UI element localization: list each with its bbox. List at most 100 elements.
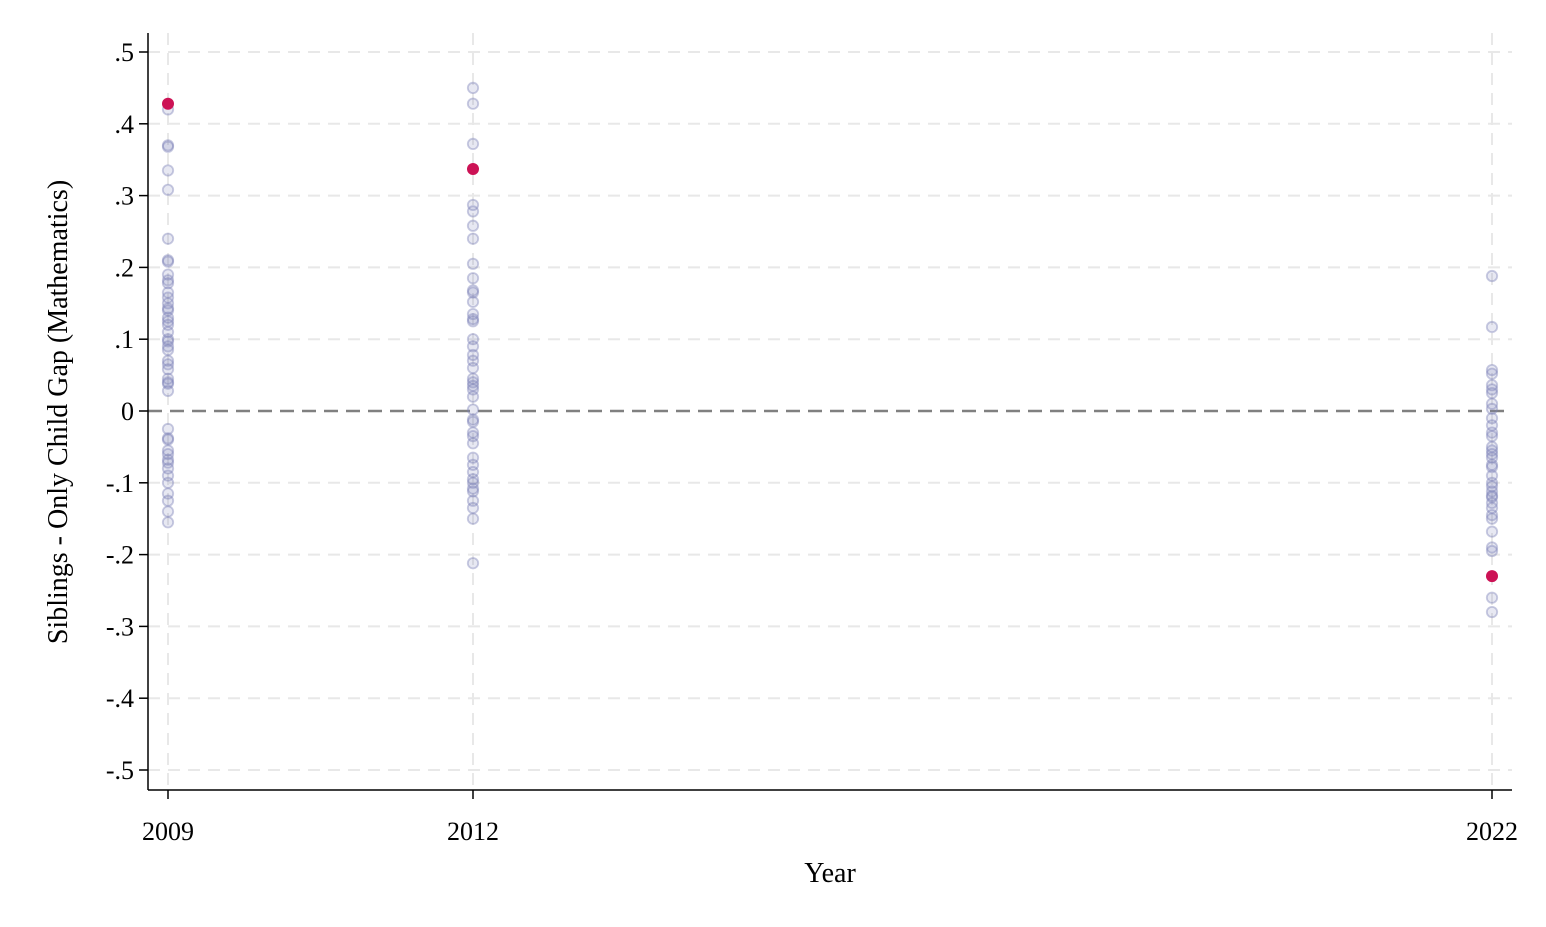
data-point <box>161 432 175 445</box>
data-point <box>466 379 480 392</box>
data-point <box>1485 402 1499 415</box>
data-point <box>466 198 480 212</box>
data-point <box>466 482 480 495</box>
data-point <box>1485 363 1499 377</box>
data-point <box>161 304 175 317</box>
highlight-point <box>1486 570 1498 583</box>
data-point <box>161 422 175 436</box>
data-point <box>466 494 480 507</box>
y-tick-label: .4 <box>115 110 135 139</box>
highlight-point <box>162 97 174 110</box>
x-tick-label: 2009 <box>142 817 194 846</box>
data-point <box>1485 469 1499 482</box>
data-point <box>1485 512 1499 525</box>
highlight-point <box>467 163 479 176</box>
data-point <box>161 315 175 328</box>
y-axis-title: Siblings - Only Child Gap (Mathematics) <box>43 180 74 644</box>
data-point <box>161 325 175 339</box>
data-point <box>161 462 175 475</box>
y-tick-label: -.5 <box>106 756 134 785</box>
data-point <box>161 377 175 390</box>
axes: .5 .4 .3 .2 .1 0 -.1 -.2 -.3 -.4 -.5 2009 2012 2022 <box>106 33 1518 846</box>
data-point <box>466 295 480 308</box>
data-point <box>466 473 480 486</box>
data-point <box>161 255 175 268</box>
data-point <box>161 505 175 518</box>
data-point <box>466 372 480 385</box>
data-point <box>1485 447 1499 461</box>
data-points <box>161 81 1499 619</box>
data-point <box>466 348 480 362</box>
data-point <box>1485 320 1499 334</box>
data-point <box>161 494 175 507</box>
data-point <box>1485 458 1499 471</box>
data-point <box>161 297 175 310</box>
data-point <box>466 557 480 570</box>
data-point <box>161 286 175 299</box>
data-point <box>161 335 175 348</box>
data-point <box>466 307 480 321</box>
data-point <box>1485 476 1499 489</box>
data-point <box>466 137 480 151</box>
y-tick-label: -.1 <box>106 469 134 498</box>
data-point <box>466 376 480 389</box>
data-point <box>1485 397 1499 410</box>
data-point <box>1485 591 1499 604</box>
x-tick-label: 2022 <box>1466 817 1518 846</box>
data-point <box>466 426 480 439</box>
data-point <box>466 437 480 450</box>
data-point <box>1485 440 1499 453</box>
grid <box>148 33 1512 790</box>
data-point <box>1485 541 1499 554</box>
data-point <box>161 302 175 315</box>
data-point <box>466 415 480 428</box>
data-point <box>1485 412 1499 425</box>
x-tick-label: 2012 <box>447 817 499 846</box>
y-tick-label: .5 <box>115 38 135 67</box>
y-tick-label: .2 <box>115 253 135 282</box>
data-point <box>161 268 175 281</box>
data-point <box>466 403 480 416</box>
data-point <box>466 312 480 326</box>
data-point <box>161 333 175 346</box>
data-point <box>466 284 480 297</box>
data-point <box>161 139 175 152</box>
data-point <box>161 291 175 304</box>
data-point <box>1485 451 1499 464</box>
data-point <box>1485 485 1499 498</box>
data-point <box>1485 496 1499 510</box>
data-point <box>161 363 175 376</box>
data-point <box>161 340 175 353</box>
data-point <box>466 286 480 299</box>
data-point <box>466 257 480 270</box>
data-point <box>1485 383 1499 396</box>
data-point <box>161 232 175 245</box>
data-point <box>466 430 480 443</box>
y-tick-label: .1 <box>115 325 135 354</box>
y-tick-label: -.3 <box>106 612 134 641</box>
data-point <box>161 274 175 287</box>
data-point <box>466 458 480 471</box>
data-point <box>466 219 480 232</box>
data-point <box>161 433 175 446</box>
data-point <box>161 376 175 389</box>
data-point <box>1485 544 1499 558</box>
data-point <box>1485 426 1499 439</box>
data-point <box>1485 379 1499 392</box>
data-point <box>466 413 480 426</box>
y-tick-label: 0 <box>121 397 134 426</box>
data-point <box>161 487 175 500</box>
data-point <box>466 451 480 464</box>
data-point <box>1485 419 1499 432</box>
data-point <box>466 465 480 479</box>
y-tick-label: -.2 <box>106 541 134 570</box>
data-point <box>161 311 175 324</box>
data-point <box>1485 430 1499 443</box>
data-point <box>466 361 480 375</box>
x-axis-title: Year <box>804 858 856 889</box>
data-point <box>466 383 480 396</box>
data-point <box>466 485 480 498</box>
data-point <box>161 444 175 457</box>
data-point <box>466 354 480 367</box>
y-tick-label: .3 <box>115 182 135 211</box>
